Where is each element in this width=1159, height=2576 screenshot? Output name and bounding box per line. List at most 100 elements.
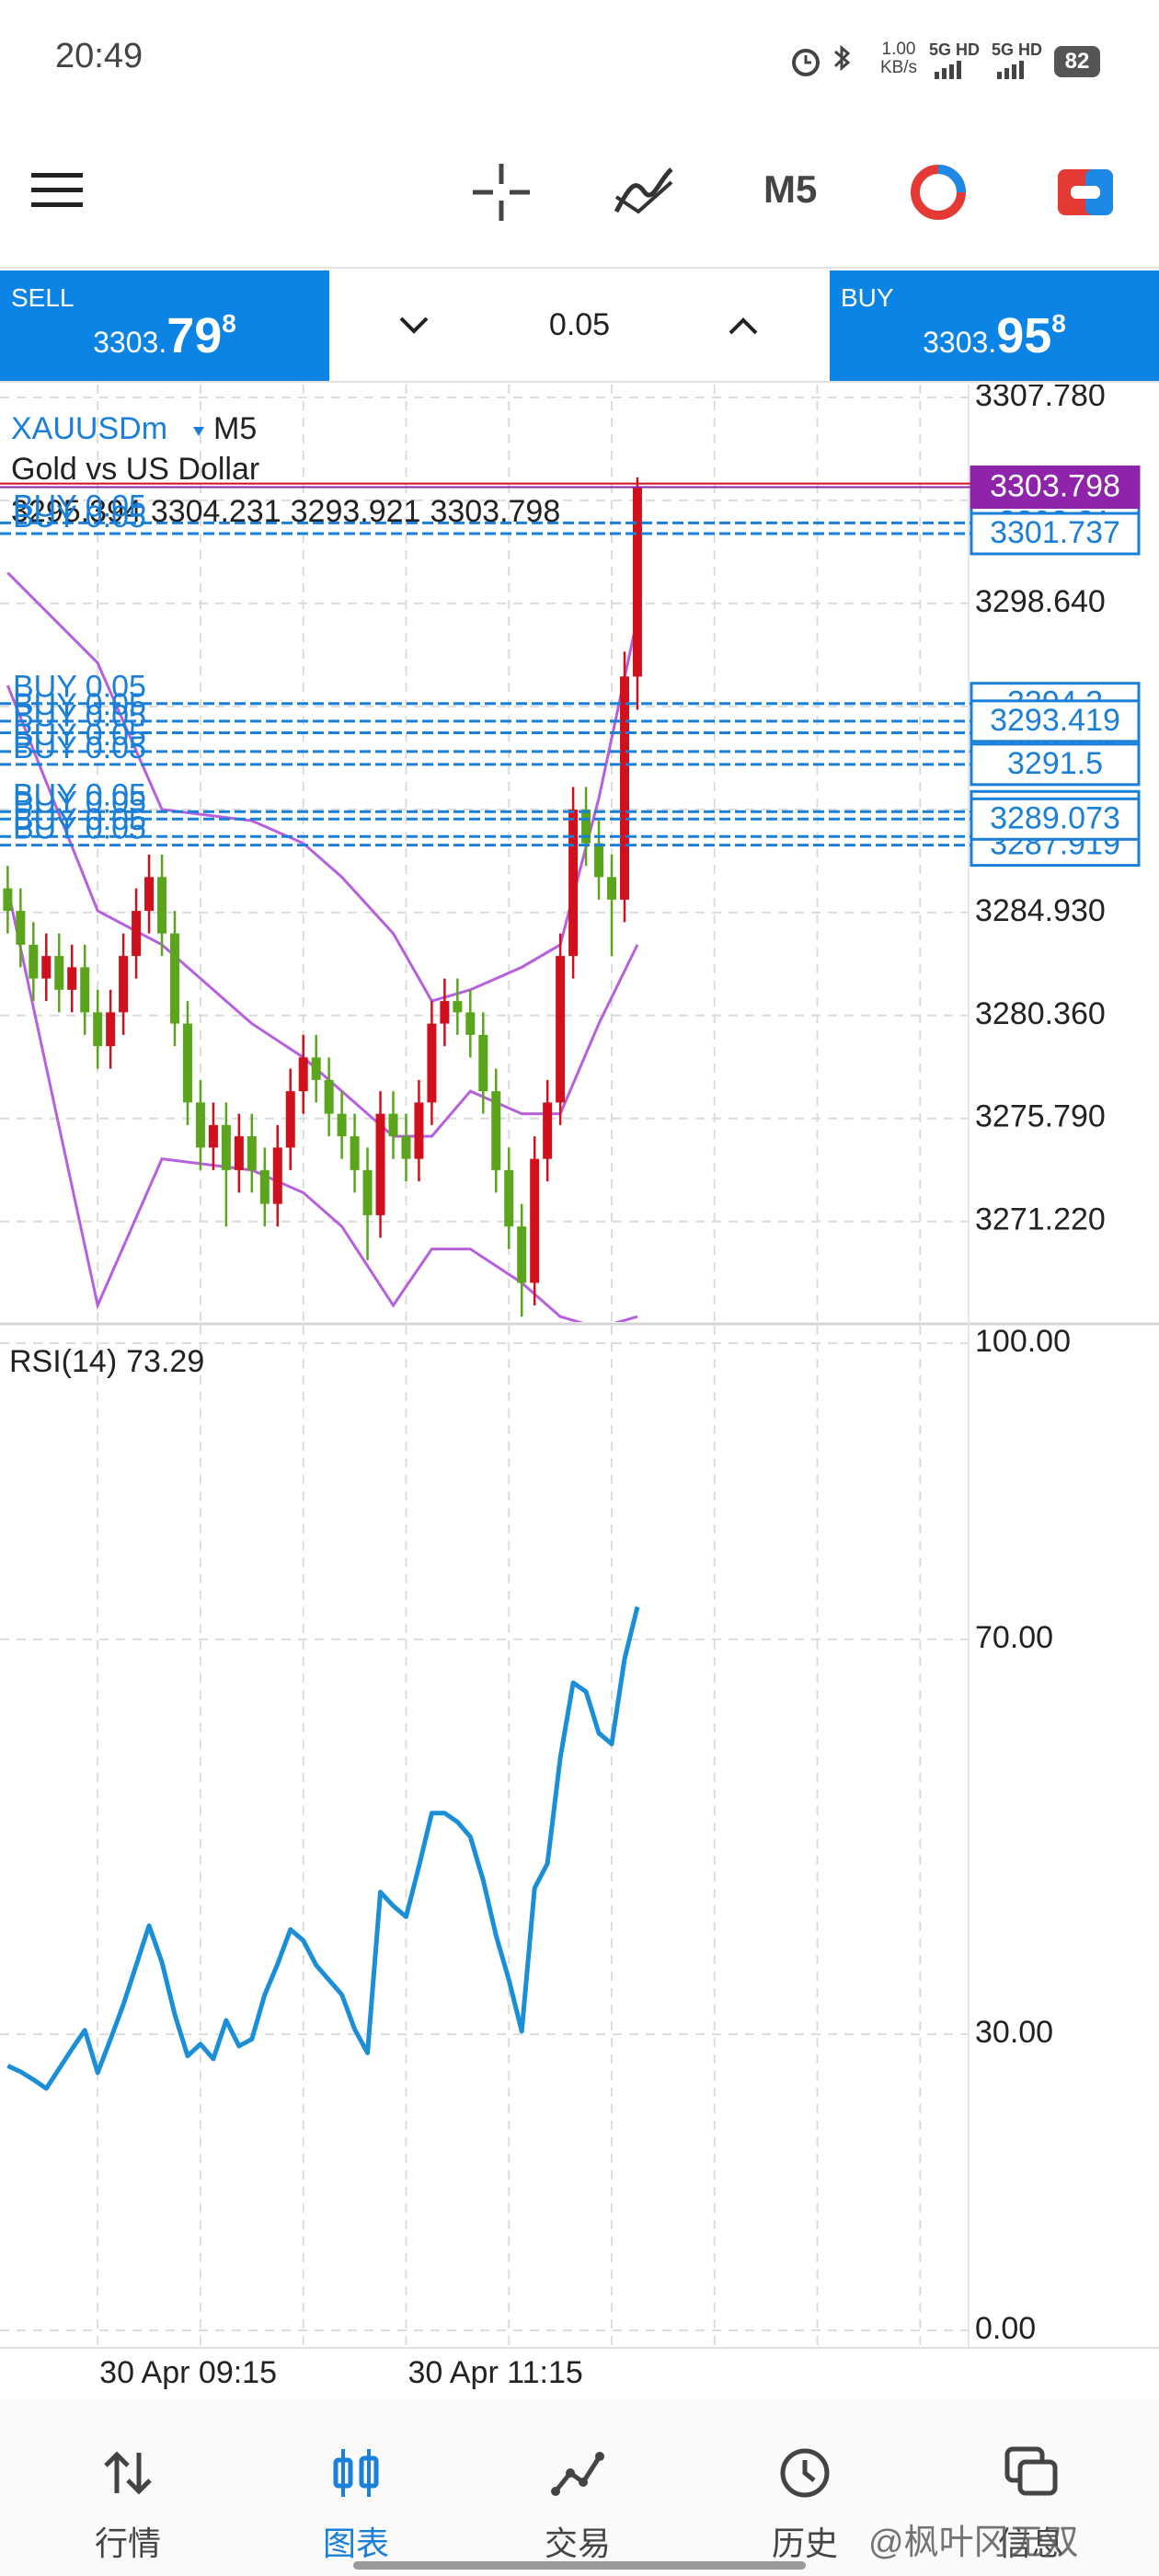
order-label: BUY 0.05 [13,785,146,820]
x-tick-label: 30 Apr 11:15 [407,2355,582,2390]
symbol-dropdown [193,427,204,436]
order-label: BUY 0.05 [13,670,146,705]
net-speed: 1.00 KB/s [876,40,922,77]
candle-body [106,1012,116,1047]
crosshair-button[interactable] [469,160,534,224]
candle-body [119,956,129,1013]
symbol-description: Gold vs US Dollar [11,452,259,487]
indicators-button[interactable] [611,160,677,224]
candle-body [388,1113,398,1137]
candle-body [375,1113,385,1215]
candle-body [594,843,604,878]
candle-body [311,1057,321,1080]
y-tick-label: 3280.360 [975,996,1106,1031]
y-tick-label: 30.00 [975,2015,1053,2050]
candle-body [453,1001,463,1013]
candle-body [208,1124,218,1148]
sell-label: SELL [11,283,75,312]
nav-icon [551,2452,604,2496]
order-label: BUY 0.05 [13,802,146,837]
ohlc-close: 3303.798 [430,494,560,529]
candle-body [234,1136,244,1170]
nav-tab[interactable]: 信息 [939,2399,1123,2576]
price-part: 79 [166,308,223,363]
one-click-button[interactable] [1052,162,1119,223]
candle-body [324,1079,334,1114]
status-bar: 20:49 1.00 KB/s 5G HD 5G HD 82 [0,0,1159,120]
nav-icon [780,2448,830,2498]
indicator-line [6,1606,640,2091]
candle-body [195,1102,205,1148]
order-label: BUY 0.05 [13,811,146,846]
net-speed-unit: KB/s [879,58,918,77]
nav-label: 信息 [997,2524,1064,2562]
y-tick-label: 3298.640 [975,584,1106,619]
network: 5G HD [929,40,981,59]
nav-tab[interactable]: 历史 [713,2399,897,2576]
candle-body [414,1102,424,1159]
band-lower [6,888,638,1322]
price-label-box [970,466,1141,510]
price-label-box [970,742,1141,787]
buy-price: 3303.958 [830,307,1159,364]
nav-tab[interactable]: 图表 [264,2399,448,2576]
home-indicator [353,2561,806,2570]
nav-icon [1004,2446,1058,2496]
candle-body [16,911,26,945]
candle-body [530,1158,540,1283]
candle-body [556,956,566,1103]
lot-size[interactable]: 0.05 [548,307,611,342]
y-tick-label: 3275.790 [975,1099,1106,1134]
order-label: BUY 0.05 [13,687,146,722]
lot-decrease[interactable] [394,307,434,344]
trade-button[interactable] [905,162,971,223]
candle-body [581,809,591,844]
price-part: 8 [222,309,236,338]
nav-label: 行情 [94,2524,161,2562]
bottom-nav: 行情 图表 交易 历史 信息 @枫叶冈无双 [0,2399,1159,2576]
sell-price: 3303.798 [0,307,329,364]
candle-body [619,676,629,900]
candle-body [465,1012,476,1035]
candle-body [247,1136,257,1170]
candle-body [144,877,155,912]
clock: 20:49 [55,37,143,75]
candle-body [157,877,167,934]
candle-body [259,1169,270,1204]
price-part: 3303. [923,326,997,359]
order-label: BUY 0.05 [13,500,146,535]
order-label: BUY 0.05 [13,718,146,753]
nav-label: 交易 [544,2524,611,2562]
timeframe-button[interactable]: M5 [763,167,818,211]
menu-button[interactable] [28,167,86,213]
indicator-label: RSI(14) 73.29 [9,1344,204,1379]
candle-body [93,1012,103,1047]
nav-tab[interactable]: 行情 [36,2399,220,2576]
ohlc-open: 3295.394 [11,494,142,529]
price-label: 3293.419 [990,703,1120,738]
lot-increase[interactable] [723,307,763,344]
nav-icon [104,2451,152,2495]
candle-body [350,1136,360,1170]
candle-body [80,967,90,1013]
buy-button[interactable]: BUY 3303.958 [830,270,1159,381]
ohlc-high: 3304.231 [151,494,281,529]
y-tick-label: 3271.220 [975,1202,1106,1237]
candle-body [170,933,180,1024]
ohlc: 3295.394 3304.231 3293.921 3303.798 [11,494,560,529]
candle-body [54,956,64,990]
order-label: BUY 0.05 [13,730,146,765]
order-label: BUY 0.05 [13,699,146,734]
nav-tab[interactable]: 交易 [486,2399,670,2576]
candle-body [285,1091,295,1148]
x-tick-label: 30 Apr 09:15 [99,2355,277,2390]
sell-button[interactable]: SELL 3303.798 [0,270,329,381]
indicator-name: RSI(14) [9,1344,117,1379]
indicator-value: 73.29 [126,1344,204,1379]
net-speed-value: 1.00 [881,40,916,59]
nav-label: 图表 [322,2524,389,2562]
status-icons [792,44,851,76]
candle-body [298,1057,308,1092]
candle-body [440,1001,450,1024]
